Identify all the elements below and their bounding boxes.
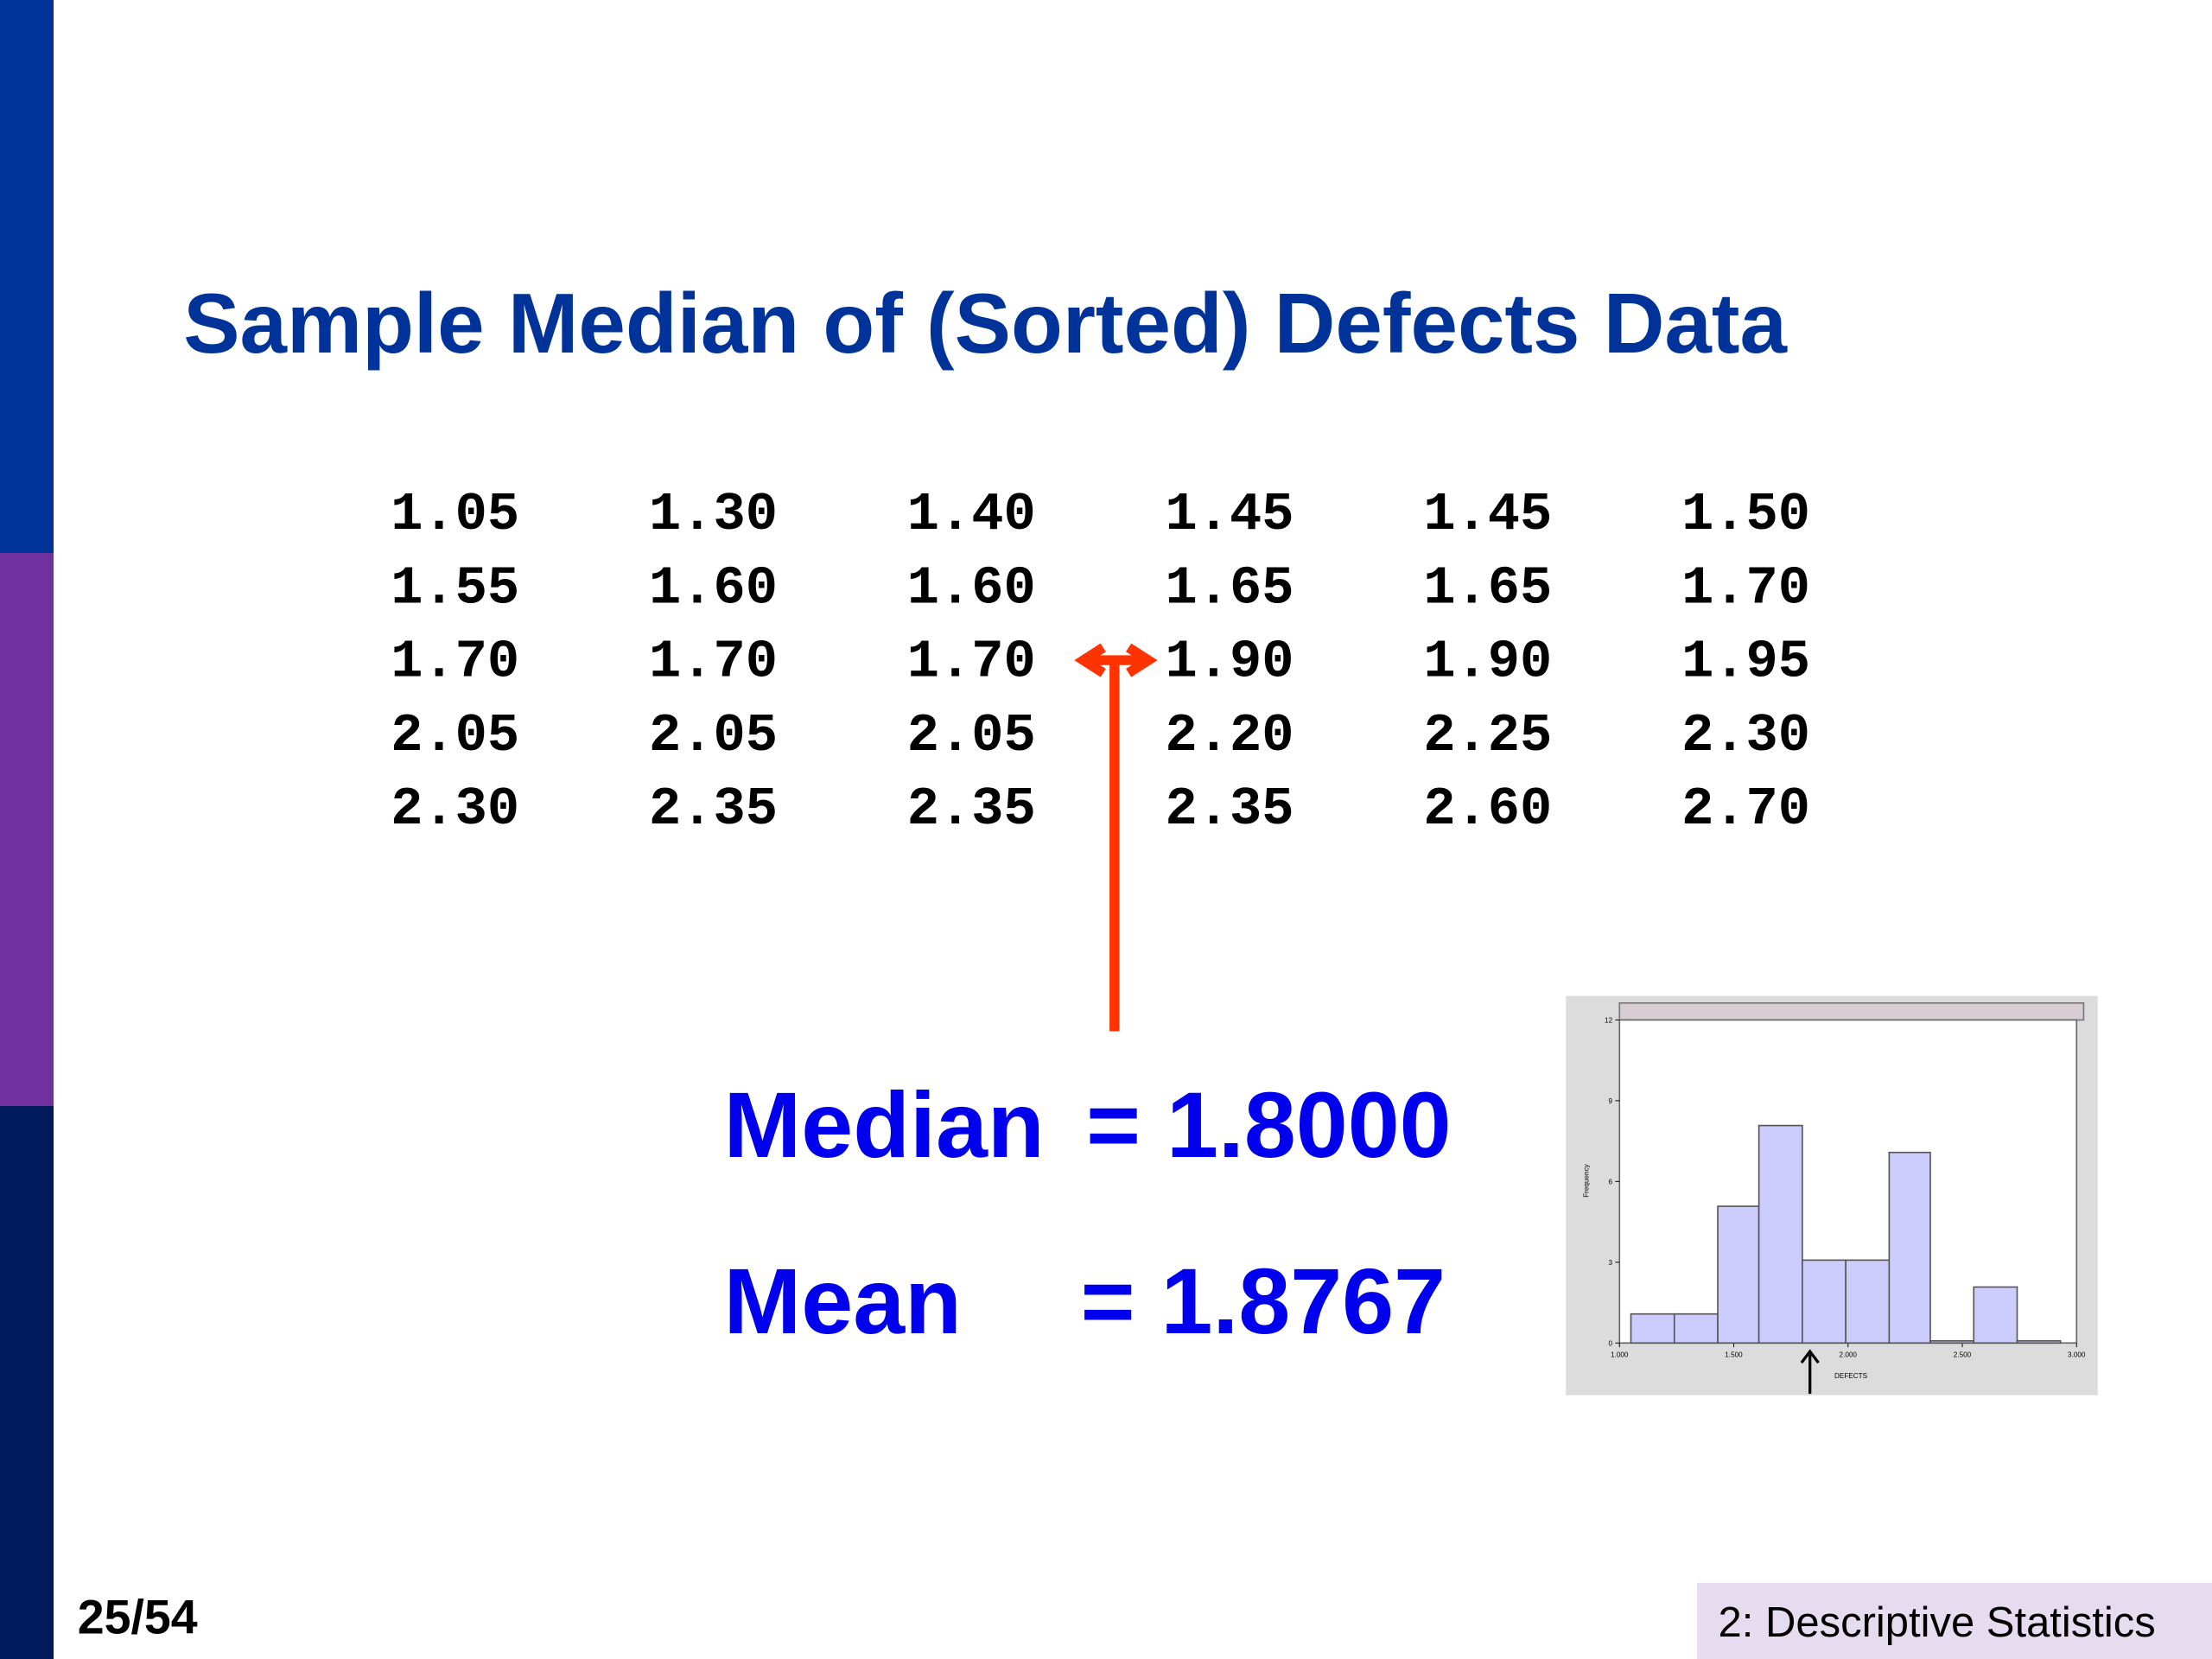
table-cell: 1.40 <box>907 484 1036 545</box>
bar <box>1717 1205 1760 1344</box>
median-label: Median <box>724 1072 1045 1177</box>
x-tick-label: 1.500 <box>1725 1351 1743 1359</box>
bar <box>2016 1340 2062 1344</box>
side-bar <box>0 553 54 1106</box>
section-label: 2: Descriptive Statistics <box>1719 1599 2156 1646</box>
table-cell: 1.90 <box>1166 632 1294 693</box>
table-cell: 1.05 <box>391 484 519 545</box>
y-tick-label: 3 <box>1609 1259 1613 1267</box>
table-cell: 2.35 <box>649 779 778 840</box>
table-cell: 1.95 <box>1681 632 1810 693</box>
y-tick-label: 0 <box>1609 1340 1613 1348</box>
table-cell: 1.70 <box>1681 557 1810 619</box>
table-cell: 1.65 <box>1166 557 1294 619</box>
histogram-panel: 0 3 6 9 12 1.000 1.500 2.000 2.500 3.000 DEFECTS Fr… <box>1566 995 2098 1395</box>
side-bar <box>0 1106 54 1659</box>
y-tick-label: 6 <box>1609 1179 1613 1186</box>
bar <box>1973 1286 2018 1344</box>
table-cell: 2.60 <box>1423 779 1552 840</box>
slide-title: Sample Median of (Sorted) Defects Data <box>183 276 1788 371</box>
y-axis-label: Frequency <box>1582 1163 1590 1197</box>
x-tick-label: 2.500 <box>1954 1351 1972 1359</box>
bar <box>1802 1259 1847 1344</box>
table-cell: 2.70 <box>1681 779 1810 840</box>
table-cell: 2.35 <box>907 779 1036 840</box>
table-cell: 2.35 <box>1166 779 1294 840</box>
table-cell: 2.30 <box>391 779 519 840</box>
table-cell: 1.50 <box>1681 484 1810 545</box>
x-tick-label: 3.000 <box>2068 1351 2086 1359</box>
median-pointer <box>1800 1349 1820 1395</box>
table-cell: 2.30 <box>1681 705 1810 766</box>
median-value: = 1.8000 <box>1086 1072 1451 1177</box>
bar <box>1758 1124 1803 1344</box>
bar <box>1673 1313 1719 1344</box>
bar <box>1929 1340 1975 1344</box>
x-tick-label: 1.000 <box>1611 1351 1629 1359</box>
table-cell: 2.05 <box>907 705 1036 766</box>
table-cell: 1.30 <box>649 484 778 545</box>
table-cell: 1.60 <box>907 557 1036 619</box>
table-cell: 1.70 <box>907 632 1036 693</box>
table-cell: 1.65 <box>1423 557 1552 619</box>
x-axis-label: DEFECTS <box>1834 1372 1868 1380</box>
bar <box>1630 1313 1675 1344</box>
data-table: 1.05 1.30 1.40 1.45 1.45 1.50 1.55 1.60 1.60 1.65… <box>391 484 1810 840</box>
table-cell: 2.05 <box>649 705 778 766</box>
panel-header <box>1618 1002 2085 1021</box>
table-cell: 1.90 <box>1423 632 1552 693</box>
x-tick-label: 2.000 <box>1840 1351 1858 1359</box>
bar <box>1888 1151 1931 1344</box>
table-cell: 1.45 <box>1166 484 1294 545</box>
mean-value: = 1.8767 <box>1081 1249 1446 1353</box>
table-cell: 1.55 <box>391 557 519 619</box>
table-cell: 2.20 <box>1166 705 1294 766</box>
table-cell: 1.70 <box>649 632 778 693</box>
table-cell: 1.60 <box>649 557 778 619</box>
table-cell: 2.25 <box>1423 705 1552 766</box>
side-bar <box>0 0 54 553</box>
y-tick-label: 12 <box>1605 1017 1613 1025</box>
table-cell: 1.45 <box>1423 484 1552 545</box>
page-number: 25/54 <box>78 1591 198 1644</box>
table-cell: 2.05 <box>391 705 519 766</box>
bar <box>1845 1259 1891 1344</box>
median-arrow <box>1074 643 1158 1032</box>
mean-label: Mean <box>724 1249 962 1353</box>
y-tick-label: 9 <box>1609 1097 1613 1105</box>
footer-box <box>1697 1582 2212 1659</box>
table-cell: 1.70 <box>391 632 519 693</box>
